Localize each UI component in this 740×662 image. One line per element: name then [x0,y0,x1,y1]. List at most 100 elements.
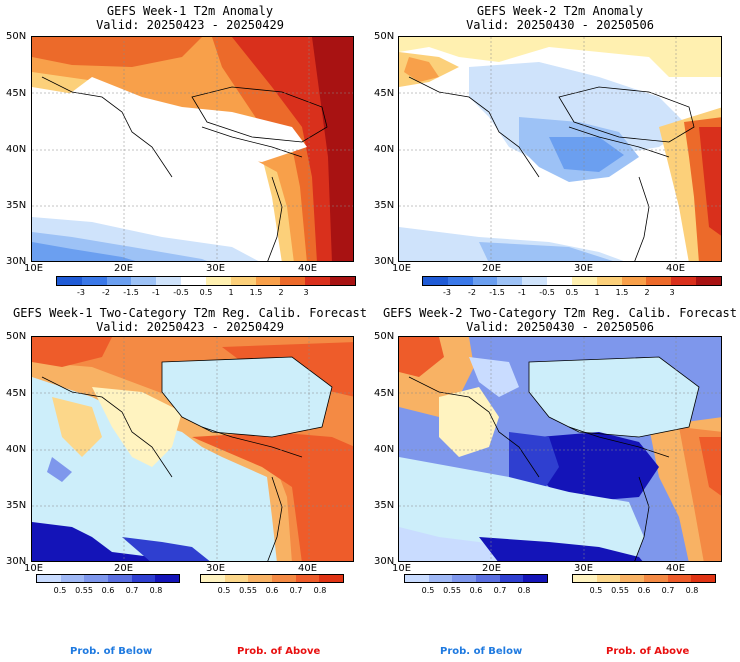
anomaly-colorbar-swatch [696,277,721,285]
above-colorbar-label: 0.6 [265,586,279,595]
panel3-title: GEFS Week-1 Two-Category T2m Reg. Calib.… [12,306,367,320]
anomaly-colorbar-label: -0.5 [539,288,555,297]
anomaly-colorbar-swatch [181,277,206,285]
anomaly-colorbar-swatch [57,277,82,285]
anomaly-colorbar-swatch [280,277,306,285]
panel4-title: GEFS Week-2 Two-Category T2m Reg. Calib.… [382,306,737,320]
panel4-below-colorbar [404,574,548,583]
panel4-above-labels: 0.5 0.55 0.6 0.7 0.8 [572,586,716,596]
below-colorbar-swatch [428,575,453,582]
anomaly-colorbar-swatch [472,277,498,285]
panel1-lat-40: 40N [6,144,27,155]
panel4-lat-45: 45N [374,388,395,399]
panel2-lon-10: 10E [392,263,412,274]
anomaly-colorbar-swatch [596,277,622,285]
anomaly-colorbar-swatch [671,277,697,285]
below-colorbar-label: 0.7 [125,586,139,595]
panel3-lon-20: 20E [114,563,134,574]
above-colorbar-label: 0.55 [611,586,629,595]
anomaly-colorbar-label: 1.5 [249,288,263,297]
panel3-lat-50: 50N [6,331,27,342]
panel3-prob-above-label: Prob. of Above [237,646,321,657]
below-colorbar-swatch [476,575,500,582]
panel2-lat-50: 50N [374,31,395,42]
panel2-anomaly-colorbar [422,276,722,286]
anomaly-colorbar-swatch [330,277,355,285]
panel4-above-colorbar [572,574,716,583]
above-colorbar-swatch [248,575,273,582]
panel3-lon-10: 10E [24,563,44,574]
below-colorbar-label: 0.8 [517,586,531,595]
panel1-title: GEFS Week-1 T2m Anomaly [106,4,274,18]
above-colorbar-label: 0.7 [661,586,675,595]
above-colorbar-label: 0.5 [217,586,231,595]
panel4-lat-35: 35N [374,500,395,511]
anomaly-colorbar-swatch [230,277,256,285]
panel3-lon-30: 30E [206,563,226,574]
above-colorbar-label: 0.5 [589,586,603,595]
panel3-lat-30: 30N [6,556,27,567]
panel2-lat-45: 45N [374,88,395,99]
panel2-lat-40: 40N [374,144,395,155]
panel1-lat-30: 30N [6,256,27,267]
below-colorbar-label: 0.8 [149,586,163,595]
anomaly-colorbar-label: 3 [303,288,309,297]
anomaly-colorbar-swatch [571,277,597,285]
above-colorbar-swatch [201,575,225,582]
above-colorbar-swatch [596,575,621,582]
panel1-lon-40: 40E [298,263,318,274]
anomaly-colorbar-swatch [621,277,647,285]
below-colorbar-swatch [60,575,85,582]
panel1-lat-45: 45N [6,88,27,99]
panel3-lon-40: 40E [298,563,318,574]
below-colorbar-swatch [84,575,109,582]
panel2-lat-35: 35N [374,200,395,211]
panel2-lon-30: 30E [574,263,594,274]
below-colorbar-label: 0.7 [493,586,507,595]
panel4-lon-20: 20E [482,563,502,574]
panel2-title: GEFS Week-2 T2m Anomaly [476,4,644,18]
panel1-lon-20: 20E [114,263,134,274]
above-colorbar-swatch [691,575,716,582]
anomaly-colorbar-swatch [156,277,182,285]
anomaly-colorbar-label: -3 [77,288,85,297]
anomaly-colorbar-label: -1.5 [489,288,505,297]
anomaly-colorbar-swatch [131,277,157,285]
panel3-map [31,336,354,562]
below-colorbar-label: 0.6 [469,586,483,595]
panel4-lon-30: 30E [574,563,594,574]
anomaly-colorbar-label: -1 [518,288,526,297]
anomaly-colorbar-swatch [497,277,523,285]
below-colorbar-label: 0.55 [443,586,461,595]
anomaly-colorbar-swatch [305,277,331,285]
panel3-lat-35: 35N [6,500,27,511]
above-colorbar-swatch [573,575,597,582]
panel3-above-labels: 0.5 0.55 0.6 0.7 0.8 [200,586,344,596]
panel1-lon-30: 30E [206,263,226,274]
anomaly-colorbar-label: 3 [669,288,675,297]
anomaly-colorbar-label: 2 [644,288,650,297]
above-colorbar-label: 0.8 [685,586,699,595]
anomaly-colorbar-label: -0.5 [173,288,189,297]
panel3-lat-45: 45N [6,388,27,399]
panel3-lat-40: 40N [6,444,27,455]
panel3-below-colorbar [36,574,180,583]
above-colorbar-swatch [667,575,692,582]
anomaly-colorbar-swatch [547,277,572,285]
below-colorbar-swatch [452,575,477,582]
below-colorbar-swatch [499,575,524,582]
panel2-lon-40: 40E [666,263,686,274]
panel4-lon-40: 40E [666,563,686,574]
anomaly-colorbar-swatch [646,277,672,285]
panel1-lon-10: 10E [24,263,44,274]
panel4-valid: Valid: 20250430 - 20250506 [466,320,654,334]
panel4-lat-30: 30N [374,556,395,567]
above-colorbar-label: 0.8 [313,586,327,595]
above-colorbar-label: 0.6 [637,586,651,595]
anomaly-colorbar-label: -2 [102,288,110,297]
panel2-lat-30: 30N [374,256,395,267]
panel2-map [398,36,722,262]
below-colorbar-swatch [405,575,429,582]
below-colorbar-swatch [155,575,180,582]
anomaly-colorbar-swatch [522,277,548,285]
